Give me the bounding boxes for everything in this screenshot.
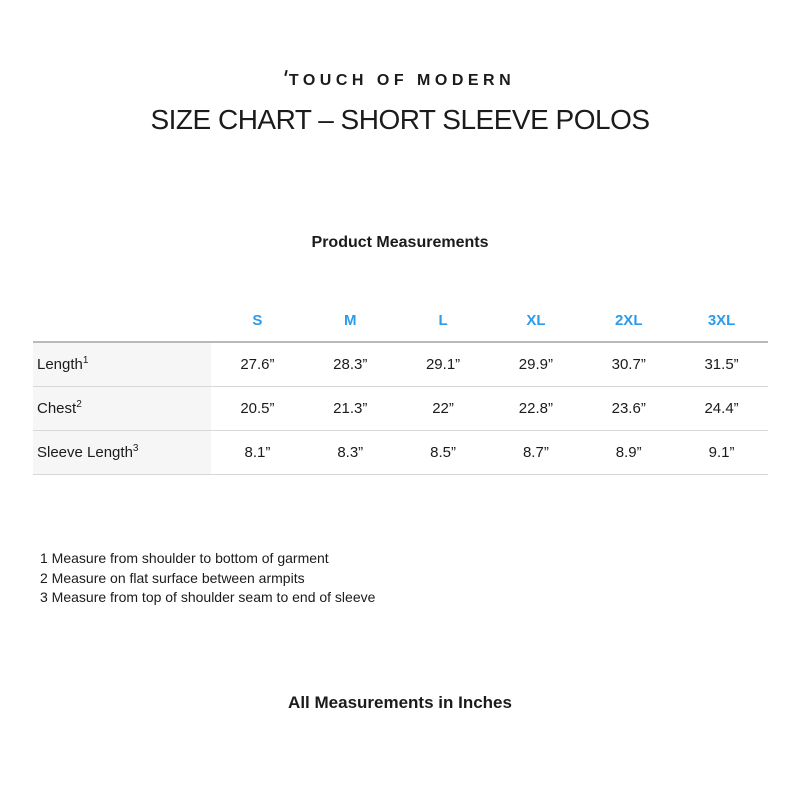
logo-tick-icon [284, 69, 288, 77]
cell-sleeve-xl: 8.7” [489, 430, 583, 475]
cell-length-xl: 29.9” [489, 342, 583, 387]
cell-length-s: 27.6” [211, 342, 304, 387]
row-label-sleeve-length: Sleeve Length3 [33, 430, 211, 475]
footnote-ref: 2 [76, 399, 82, 410]
cell-chest-l: 22” [396, 386, 490, 431]
cell-chest-2xl: 23.6” [582, 386, 676, 431]
cell-chest-xl: 22.8” [489, 386, 583, 431]
cell-chest-s: 20.5” [211, 386, 304, 431]
footnote-3: 3 Measure from top of shoulder seam to e… [40, 589, 376, 605]
table-row-sleeve-length: Sleeve Length3 8.1” 8.3” 8.5” 8.7” 8.9” … [33, 430, 768, 475]
column-header-s: S [211, 300, 304, 343]
cell-sleeve-s: 8.1” [211, 430, 304, 475]
cell-length-2xl: 30.7” [582, 342, 676, 387]
table-row-chest: Chest2 20.5” 21.3” 22” 22.8” 23.6” 24.4” [33, 386, 768, 431]
size-table: S M L XL 2XL 3XL Length1 27.6” 28.3” 29.… [33, 300, 768, 475]
column-header-m: M [303, 300, 397, 343]
cell-sleeve-2xl: 8.9” [582, 430, 676, 475]
cell-chest-3xl: 24.4” [675, 386, 768, 431]
page-title: SIZE CHART – SHORT SLEEVE POLOS [150, 104, 650, 135]
column-header-3xl: 3XL [675, 300, 768, 343]
table-caption: Product Measurements [311, 234, 489, 251]
corner-cell [33, 300, 211, 343]
footnote-ref: 1 [82, 355, 89, 366]
row-label-length: Length1 [33, 342, 211, 387]
size-table-header-row: S M L XL 2XL 3XL [33, 300, 768, 343]
row-label-text: Length [37, 356, 83, 373]
column-header-l: L [396, 300, 490, 343]
cell-length-l: 29.1” [396, 342, 490, 387]
cell-sleeve-l: 8.5” [396, 430, 490, 475]
table-row-length: Length1 27.6” 28.3” 29.1” 29.9” 30.7” 31… [33, 342, 768, 387]
cell-length-m: 28.3” [303, 342, 397, 387]
column-header-xl: XL [489, 300, 583, 343]
brand-logo: TOUCH OF MODERN [0, 69, 800, 90]
column-header-2xl: 2XL [582, 300, 676, 343]
cell-length-3xl: 31.5” [675, 342, 768, 387]
footnote-1: 1 Measure from shoulder to bottom of gar… [40, 550, 329, 566]
row-label-chest: Chest2 [33, 386, 211, 431]
footnote-ref: 3 [132, 443, 139, 454]
brand-logo-text: TOUCH OF MODERN [288, 72, 516, 89]
footer-note: All Measurements in Inches [288, 693, 512, 712]
cell-chest-m: 21.3” [303, 386, 397, 431]
row-label-text: Sleeve Length [37, 444, 133, 461]
cell-sleeve-m: 8.3” [303, 430, 397, 475]
cell-sleeve-3xl: 9.1” [675, 430, 768, 475]
footnote-2: 2 Measure on flat surface between armpit… [40, 569, 305, 586]
row-label-text: Chest [37, 400, 77, 417]
footnotes: 1 Measure from shoulder to bottom of gar… [40, 549, 375, 608]
